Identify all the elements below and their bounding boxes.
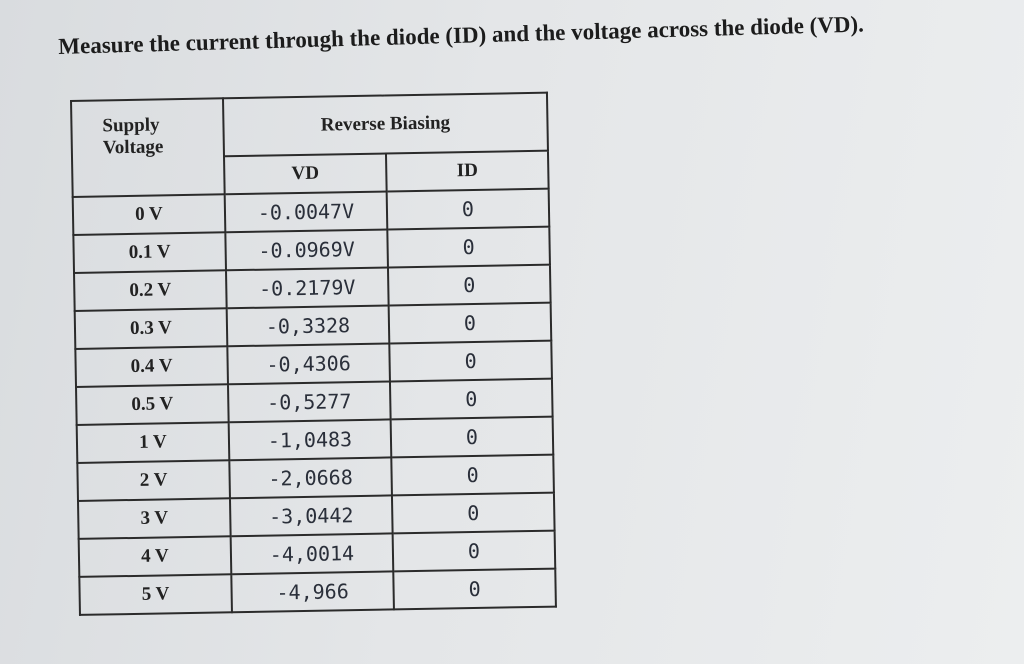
vd-value: -0.0047V [224,191,388,233]
vd-value: -4,0014 [230,533,394,575]
supply-voltage: 0.2 V [74,270,227,311]
vd-value: -1,0483 [228,419,392,461]
supply-voltage: 0.5 V [76,384,229,425]
vd-value: -3,0442 [229,495,393,537]
supply-voltage: 3 V [77,498,231,539]
supply-voltage: 0 V [72,194,226,235]
col-header: Supply Voltage [71,98,225,197]
id-value: 0 [386,188,550,230]
supply-voltage: 1 V [76,422,230,463]
sub-header: ID [385,150,549,192]
id-value: 0 [389,340,552,382]
data-table: Supply Voltage Reverse Biasing VD ID 0 V-… [70,92,557,616]
table-row: 5 V -4,966 0 [79,568,556,615]
sub-header: VD [224,153,387,195]
supply-voltage: 4 V [78,536,232,577]
id-value: 0 [393,568,556,610]
vd-value: -4,966 [231,571,394,613]
id-value: 0 [387,226,550,268]
table-body: 0 V -0.0047V 0 0.1 V -0.0969V 0 0.2 V -0.2179V 0… [72,188,556,615]
vd-value: -2,0668 [229,457,392,499]
supply-voltage: 0.4 V [75,346,228,387]
supply-voltage: 5 V [79,574,232,615]
vd-value: -0,5277 [227,381,391,423]
title: Measure the current through the diode (I… [58,11,865,59]
group-header: Reverse Biasing [222,92,548,157]
id-value: 0 [390,416,554,458]
supply-voltage: 0.3 V [74,308,228,349]
id-value: 0 [388,302,552,344]
vd-value: -0,4306 [227,343,390,385]
id-value: 0 [387,264,551,306]
id-value: 0 [391,454,554,496]
table-wrap: Supply Voltage Reverse Biasing VD ID 0 V-… [70,92,557,616]
vd-value: -0,3328 [226,305,390,347]
id-value: 0 [389,378,553,420]
supply-voltage: 2 V [77,460,230,501]
supply-voltage: 0.1 V [73,232,226,273]
id-value: 0 [391,492,555,534]
vd-value: -0.2179V [225,267,389,309]
vd-value: -0.0969V [225,229,388,271]
id-value: 0 [392,530,556,572]
